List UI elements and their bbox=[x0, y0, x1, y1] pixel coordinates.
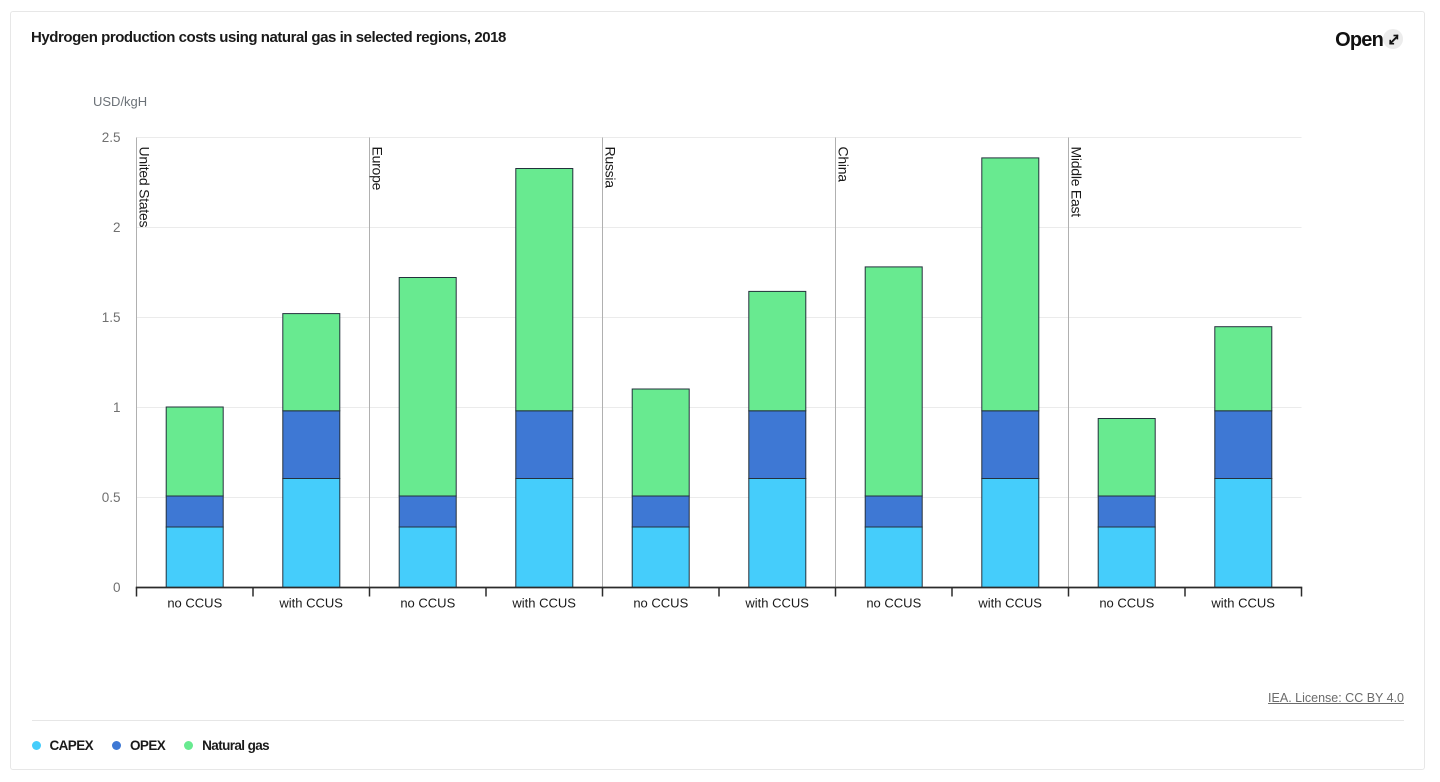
svg-text:with CCUS: with CCUS bbox=[1210, 596, 1275, 611]
svg-text:with CCUS: with CCUS bbox=[278, 596, 343, 611]
svg-text:USD/kgH: USD/kgH bbox=[93, 94, 147, 109]
svg-text:no CCUS: no CCUS bbox=[866, 596, 921, 611]
svg-text:Russia: Russia bbox=[603, 147, 619, 189]
svg-text:2: 2 bbox=[113, 220, 121, 235]
svg-text:United States: United States bbox=[137, 147, 153, 228]
svg-text:with CCUS: with CCUS bbox=[744, 596, 809, 611]
svg-text:no CCUS: no CCUS bbox=[400, 596, 455, 611]
svg-text:2.5: 2.5 bbox=[102, 130, 121, 145]
svg-text:1.5: 1.5 bbox=[102, 310, 121, 325]
svg-text:Europe: Europe bbox=[370, 147, 386, 191]
svg-text:with CCUS: with CCUS bbox=[511, 596, 576, 611]
svg-text:0: 0 bbox=[113, 580, 121, 595]
svg-text:no CCUS: no CCUS bbox=[167, 596, 222, 611]
svg-text:1: 1 bbox=[113, 400, 121, 415]
svg-text:0.5: 0.5 bbox=[102, 490, 121, 505]
svg-text:no CCUS: no CCUS bbox=[633, 596, 688, 611]
svg-text:no CCUS: no CCUS bbox=[1099, 596, 1154, 611]
svg-text:Middle East: Middle East bbox=[1069, 147, 1085, 218]
svg-text:with CCUS: with CCUS bbox=[977, 596, 1042, 611]
svg-text:China: China bbox=[836, 147, 852, 183]
